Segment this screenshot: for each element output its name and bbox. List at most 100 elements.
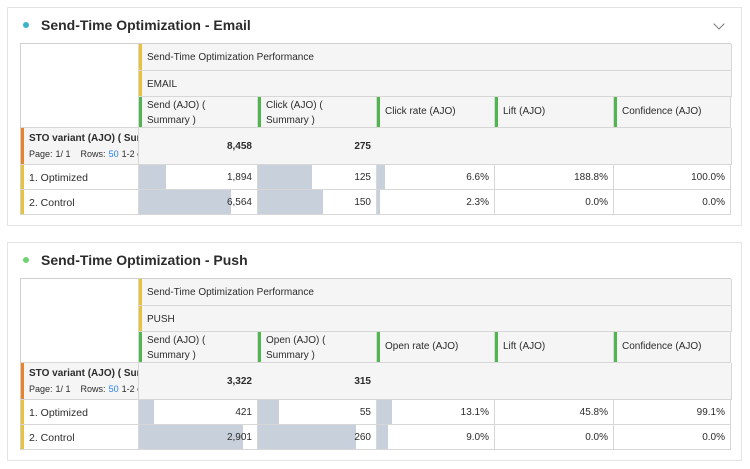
row-label: 2. Control [29, 197, 75, 209]
data-cell[interactable]: 188.8% [495, 165, 614, 190]
dimension-header[interactable]: STO variant (AJO) ( Summary ) Page:1/ 1 Ro… [21, 363, 139, 400]
data-cell[interactable]: 9.0% [377, 425, 495, 450]
drag-handle[interactable] [139, 44, 142, 70]
dimension-header[interactable]: STO variant (AJO) ( Summary ) Page:1/ 1 Ro… [21, 128, 139, 165]
group-header[interactable]: Send-Time Optimization Performance [139, 44, 732, 71]
row-label-cell[interactable]: 1. Optimized [21, 400, 139, 425]
column-header-label: Confidence (AJO) [622, 341, 702, 352]
value-bar [139, 165, 166, 189]
group-header[interactable]: Send-Time Optimization Performance [139, 279, 732, 306]
drag-handle[interactable] [139, 279, 142, 305]
column-header[interactable]: Confidence (AJO) [614, 97, 731, 128]
column-header[interactable]: Open rate (AJO) [377, 332, 495, 363]
data-cell[interactable]: 6,564 [139, 190, 258, 215]
data-cell[interactable]: 1,894 [139, 165, 258, 190]
page-value: 1/ 1 [55, 149, 71, 159]
cell-value: 0.0% [702, 197, 725, 208]
column-header-label-line2: Summary ) [147, 350, 196, 361]
cell-value: 150 [354, 197, 371, 208]
drag-handle[interactable] [21, 128, 24, 164]
page-label: Page: [29, 149, 53, 159]
data-cell[interactable]: 0.0% [495, 190, 614, 215]
data-cell[interactable]: 45.8% [495, 400, 614, 425]
data-cell[interactable]: 0.0% [495, 425, 614, 450]
drag-handle[interactable] [258, 97, 261, 127]
range: 1-2 of 2 [121, 384, 138, 394]
data-cell[interactable]: 150 [258, 190, 377, 215]
column-header[interactable]: Confidence (AJO) [614, 332, 731, 363]
column-header-label: Confidence (AJO) [622, 106, 702, 117]
drag-handle[interactable] [377, 97, 380, 127]
drag-handle[interactable] [21, 363, 24, 399]
range: 1-2 of 2 [121, 149, 138, 159]
row-strip [21, 400, 24, 424]
channel-header[interactable]: PUSH [139, 306, 732, 332]
column-header[interactable]: Click rate (AJO) [377, 97, 495, 128]
channel-header[interactable]: EMAIL [139, 71, 732, 97]
data-cell[interactable]: 100.0% [614, 165, 731, 190]
data-cell[interactable]: 2,901 [139, 425, 258, 450]
rows-value[interactable]: 50 [108, 149, 119, 159]
cell-value: 0.0% [585, 432, 608, 443]
drag-handle[interactable] [258, 332, 261, 362]
drag-handle[interactable] [495, 97, 498, 127]
value-bar [258, 425, 357, 449]
column-header[interactable]: Click (AJO) (Summary ) [258, 97, 377, 128]
column-header[interactable]: Open (AJO) (Summary ) [258, 332, 377, 363]
column-header[interactable]: Lift (AJO) [495, 332, 614, 363]
dimension-label: STO variant (AJO) ( Summary ) [29, 368, 138, 379]
data-cell[interactable]: 260 [258, 425, 377, 450]
column-header-label: Lift (AJO) [503, 106, 546, 117]
row-label-cell[interactable]: 2. Control [21, 190, 139, 215]
drag-handle[interactable] [495, 332, 498, 362]
data-cell[interactable]: 0.0% [614, 425, 731, 450]
cell-value: 6,564 [226, 197, 252, 208]
cell-value: 55 [359, 407, 371, 418]
cell-value: 2.3% [466, 197, 489, 208]
rows-value[interactable]: 50 [108, 384, 119, 394]
drag-handle[interactable] [139, 97, 142, 127]
value-bar [258, 400, 279, 424]
freeform-table: Send-Time Optimization Performance EMAIL S… [20, 43, 732, 215]
group-header-label: Send-Time Optimization Performance [147, 52, 314, 63]
corner-cell [21, 279, 139, 363]
data-cell[interactable]: 13.1% [377, 400, 495, 425]
value-bar [258, 190, 323, 214]
data-cell[interactable]: 421 [139, 400, 258, 425]
total-value: 8,458 [226, 141, 252, 152]
page-label: Page: [29, 384, 53, 394]
drag-handle[interactable] [139, 332, 142, 362]
drag-handle[interactable] [614, 97, 617, 127]
row-strip [21, 425, 24, 449]
data-cell[interactable]: 99.1% [614, 400, 731, 425]
data-cell[interactable]: 2.3% [377, 190, 495, 215]
cell-value: 13.1% [460, 407, 489, 418]
cell-value: 0.0% [585, 197, 608, 208]
row-label-cell[interactable]: 1. Optimized [21, 165, 139, 190]
totals-row: 3,322 315 [139, 363, 732, 400]
data-cell[interactable]: 6.6% [377, 165, 495, 190]
row-label: 2. Control [29, 432, 75, 444]
cell-value: 1,894 [226, 172, 252, 183]
data-cell[interactable]: 0.0% [614, 190, 731, 215]
data-cell[interactable]: 125 [258, 165, 377, 190]
cell-value: 0.0% [702, 432, 725, 443]
column-header[interactable]: Send (AJO) (Summary ) [139, 332, 258, 363]
drag-handle[interactable] [377, 332, 380, 362]
drag-handle[interactable] [614, 332, 617, 362]
row-label: 1. Optimized [29, 172, 88, 184]
chevron-down-icon[interactable] [713, 18, 725, 30]
value-bar [139, 400, 155, 424]
data-cell[interactable]: 55 [258, 400, 377, 425]
drag-handle[interactable] [139, 71, 142, 96]
row-label-cell[interactable]: 2. Control [21, 425, 139, 450]
column-header[interactable]: Send (AJO) (Summary ) [139, 97, 258, 128]
panel-title: Send-Time Optimization - Push [41, 252, 248, 268]
rows-label: Rows: [80, 384, 106, 394]
column-header-label: Open (AJO) ( [266, 335, 326, 346]
total-value: 3,322 [226, 376, 252, 387]
column-header[interactable]: Lift (AJO) [495, 97, 614, 128]
total-value: 315 [354, 376, 371, 387]
drag-handle[interactable] [139, 306, 142, 331]
column-header-label: Open rate (AJO) [385, 341, 459, 352]
